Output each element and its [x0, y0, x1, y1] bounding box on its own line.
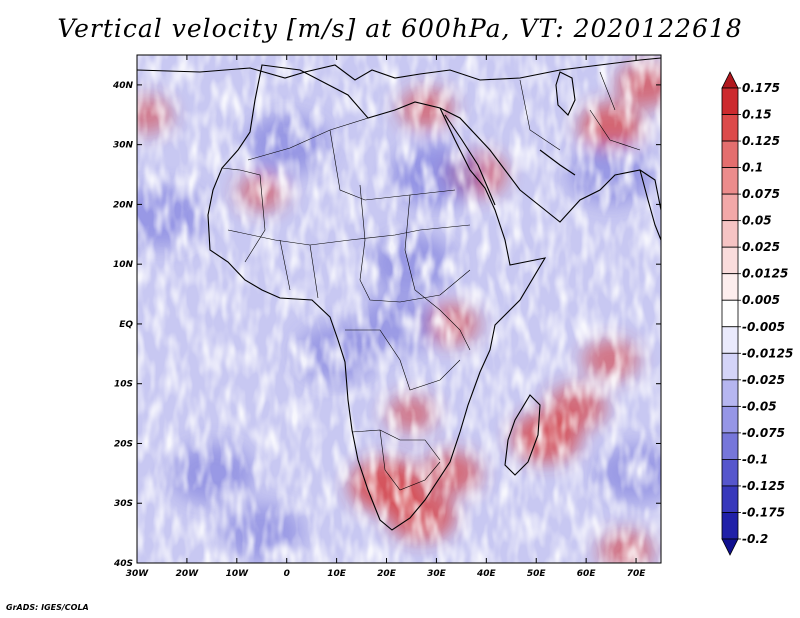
lat-label: 30N: [113, 141, 134, 151]
longitude-axis: 30W 20W 10W 0 10E 20E 30E 40E 50E 60E 70E: [126, 55, 646, 579]
colorbar-swatch: [721, 512, 739, 540]
lon-label: 70E: [627, 569, 647, 579]
map-title: Vertical velocity [m/s] at 600hPa, VT: 2…: [57, 14, 743, 43]
colorbar-swatch: [721, 246, 739, 275]
colorbar-label: 0.15: [742, 108, 772, 122]
border-south: [351, 429, 441, 491]
colorbar-label: -0.05: [742, 399, 777, 413]
lat-label: EQ: [119, 320, 133, 330]
colorbar-swatch: [721, 459, 739, 487]
colorbar-swatch: [721, 299, 739, 328]
colorbar-label: -0.1: [742, 452, 768, 466]
lat-label: 10N: [113, 260, 134, 270]
colorbar-swatch: [721, 193, 739, 222]
field-texture: [137, 55, 661, 563]
colorbar-bottom-arrow: [721, 538, 739, 556]
lat-label: 10S: [114, 380, 133, 390]
colorbar-label: 0.125: [742, 134, 780, 148]
red-sea: [444, 114, 496, 206]
colorbar-label: 0.175: [742, 81, 780, 95]
lat-label: 40N: [112, 81, 134, 91]
lat-label: 40S: [113, 559, 133, 569]
border-west: [221, 167, 319, 299]
lon-label: 10E: [327, 569, 347, 579]
lon-label: 20W: [176, 569, 200, 579]
colorbar-label: -0.125: [742, 479, 785, 493]
colorbar-swatch: [721, 273, 739, 301]
colorbar: 0.175 0.15 0.125 0.1 0.075 0.05 0.025 0.0125 0.0…: [721, 71, 793, 556]
border-sahel: [227, 224, 471, 246]
border-east: [404, 194, 471, 351]
madagascar-outline: [504, 394, 541, 476]
colorbar-swatch: [721, 379, 739, 407]
colorbar-label: 0.075: [742, 187, 780, 201]
lon-label: 0: [284, 569, 290, 579]
colorbar-label: 0.0125: [742, 267, 788, 281]
caspian-coast: [555, 71, 576, 116]
lon-label: 30W: [126, 569, 150, 579]
lon-label: 30E: [427, 569, 447, 579]
arabia-coast: [439, 107, 661, 223]
lon-label: 20E: [377, 569, 397, 579]
colorbar-swatch: [721, 220, 739, 248]
africa-outline: [207, 64, 547, 531]
colorbar-swatch: [721, 167, 739, 195]
lon-label: 40E: [476, 569, 497, 579]
colorbar-label: 0.005: [742, 293, 780, 307]
colorbar-swatch: [721, 114, 739, 142]
lat-label: 20S: [114, 439, 133, 449]
border-central: [359, 184, 471, 303]
colorbar-swatch: [721, 485, 739, 513]
border-asia: [519, 71, 641, 151]
persian-gulf: [539, 149, 576, 176]
field-layer: [137, 55, 661, 563]
border-north-africa: [247, 117, 456, 201]
colorbar-label: 0.1: [742, 161, 763, 175]
lat-label: 30S: [114, 499, 133, 509]
lat-label: 20N: [113, 200, 134, 210]
colorbar-swatch: [721, 432, 739, 460]
lon-label: 10W: [226, 569, 250, 579]
colorbar-swatch: [721, 140, 739, 168]
grads-credit: GrADS: IGES/COLA: [6, 603, 89, 612]
latitude-axis: 40N 30N 20N 10N EQ 10S 20S 30S 40S: [112, 81, 661, 569]
colorbar-swatch: [721, 326, 739, 354]
lon-label: 60E: [577, 569, 597, 579]
colorbar-label: -0.175: [742, 505, 785, 519]
colorbar-label: -0.2: [742, 532, 768, 546]
lon-label: 50E: [527, 569, 547, 579]
colorbar-label: 0.05: [742, 214, 772, 228]
colorbar-swatch: [721, 87, 739, 115]
border-congo: [345, 329, 461, 391]
map-frame: [136, 54, 662, 564]
country-borders: [221, 71, 641, 491]
coastlines: [137, 57, 661, 531]
colorbar-label: -0.075: [742, 426, 785, 440]
colorbar-swatch: [721, 405, 739, 434]
europe-coast: [137, 57, 661, 81]
colorbar-label: -0.0125: [742, 346, 793, 360]
india-coast: [639, 169, 661, 241]
colorbar-label: -0.005: [742, 320, 785, 334]
colorbar-label: 0.025: [742, 240, 780, 254]
colorbar-label: -0.025: [742, 373, 785, 387]
colorbar-swatch: [721, 352, 739, 381]
colorbar-top-arrow: [721, 71, 739, 89]
